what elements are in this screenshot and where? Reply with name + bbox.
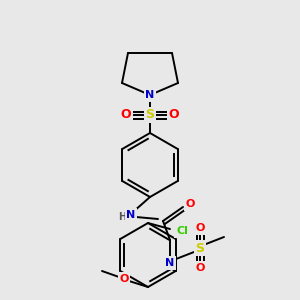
Text: O: O bbox=[121, 109, 131, 122]
Text: O: O bbox=[195, 263, 205, 273]
Text: O: O bbox=[169, 109, 179, 122]
Text: O: O bbox=[185, 199, 195, 209]
Text: N: N bbox=[126, 210, 136, 220]
Text: O: O bbox=[195, 223, 205, 233]
Text: Cl: Cl bbox=[176, 226, 188, 236]
Text: H: H bbox=[118, 212, 126, 222]
Text: S: S bbox=[196, 242, 205, 254]
Text: N: N bbox=[165, 258, 175, 268]
Text: S: S bbox=[146, 109, 154, 122]
Text: O: O bbox=[119, 274, 129, 284]
Text: N: N bbox=[146, 90, 154, 100]
